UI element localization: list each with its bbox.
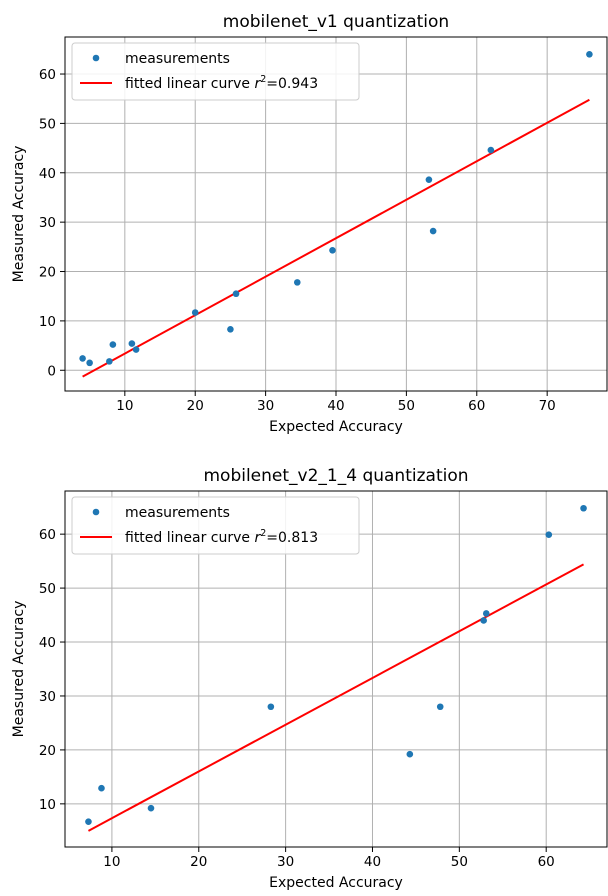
y-tick-label: 20	[39, 743, 56, 759]
fit-line	[87, 563, 585, 832]
y-tick-label: 40	[39, 635, 56, 651]
x-tick-label: 60	[468, 398, 485, 414]
data-point	[86, 359, 93, 367]
data-point	[425, 176, 433, 183]
x-tick-label: 30	[277, 854, 294, 870]
x-axis-label: Expected Accuracy	[269, 875, 403, 891]
y-tick-label: 10	[39, 797, 56, 813]
y-tick-label: 60	[39, 67, 56, 83]
data-point	[85, 818, 92, 825]
legend-box	[71, 496, 360, 555]
y-tick-label: 50	[39, 116, 56, 132]
data-point	[482, 610, 490, 617]
data-point	[147, 804, 155, 812]
legend-fit-value: =0.943	[266, 76, 318, 92]
y-tick-label: 40	[39, 166, 56, 182]
legend-fit-exp: 2	[260, 74, 266, 85]
chart-panel-2: 10 20 30 40 50 60 10 20 30 40 50 60 mobilenet_v2_1_4…	[11, 466, 608, 891]
x-tick-label: 50	[398, 398, 415, 414]
data-point	[329, 246, 336, 254]
data-points	[79, 50, 593, 367]
x-tick-label: 60	[538, 854, 555, 870]
data-point	[545, 531, 553, 538]
data-point	[429, 227, 437, 235]
x-axis-label: Expected Accuracy	[269, 419, 403, 435]
y-tick-label: 30	[39, 215, 56, 231]
data-point	[191, 309, 199, 316]
legend-fit-text: fitted linear curve	[125, 530, 254, 546]
data-point	[98, 784, 105, 792]
y-tick-label: 20	[39, 265, 56, 281]
data-point	[487, 146, 495, 154]
data-point	[436, 703, 444, 711]
x-tick-label: 30	[257, 398, 274, 414]
data-point	[128, 340, 136, 347]
x-tick-label: 50	[451, 854, 468, 870]
axes-frame	[64, 490, 608, 848]
x-tick-label: 10	[116, 398, 133, 414]
legend-fit-value: =0.813	[266, 530, 318, 546]
legend-label-points: measurements	[125, 51, 230, 67]
y-axis-label: Measured Accuracy	[11, 146, 27, 283]
data-point	[293, 279, 301, 286]
legend-label-fit: fitted linear curve r2=0.943	[125, 74, 318, 92]
data-point	[106, 358, 113, 365]
data-point	[227, 325, 234, 333]
data-point	[267, 703, 275, 711]
data-point	[232, 290, 240, 298]
legend: measurements fitted linear curve r2=0.943	[71, 42, 360, 101]
legend-fit-r: r	[254, 530, 261, 546]
y-tick-label: 10	[39, 314, 56, 330]
x-tick-label: 10	[103, 854, 120, 870]
x-tick-label: 20	[190, 854, 207, 870]
data-point	[406, 750, 414, 758]
y-axis-label: Measured Accuracy	[11, 601, 27, 738]
legend-box	[71, 42, 360, 101]
x-tick-label: 20	[187, 398, 204, 414]
y-tick-label: 50	[39, 581, 56, 597]
legend-label-fit: fitted linear curve r2=0.813	[125, 528, 318, 546]
legend-fit-text: fitted linear curve	[125, 76, 254, 92]
x-tick-label: 40	[364, 854, 381, 870]
legend-marker-points	[92, 508, 100, 516]
x-tick-label: 70	[539, 398, 556, 414]
chart-title: mobilenet_v2_1_4 quantization	[203, 466, 468, 486]
legend: measurements fitted linear curve r2=0.813	[71, 496, 360, 555]
data-point	[580, 504, 587, 512]
y-tick-label: 60	[39, 527, 56, 543]
y-tick-label: 30	[39, 689, 56, 705]
legend-marker-points	[92, 54, 100, 62]
data-point	[109, 341, 117, 348]
data-point	[79, 355, 86, 362]
data-points	[85, 504, 587, 825]
data-point	[480, 617, 487, 624]
legend-label-points: measurements	[125, 505, 230, 521]
data-point	[132, 346, 140, 353]
fit-line	[82, 98, 590, 378]
legend-fit-r: r	[254, 76, 261, 92]
chart-panel-1: 10 20 30 40 50 60 70 0 10 20 30 40 50 60 mobilenet_v1 …	[11, 12, 608, 435]
legend-fit-exp: 2	[260, 528, 266, 539]
chart-title: mobilenet_v1 quantization	[223, 12, 449, 32]
y-tick-label: 0	[47, 363, 56, 379]
data-point	[586, 50, 593, 58]
x-tick-label: 40	[327, 398, 344, 414]
